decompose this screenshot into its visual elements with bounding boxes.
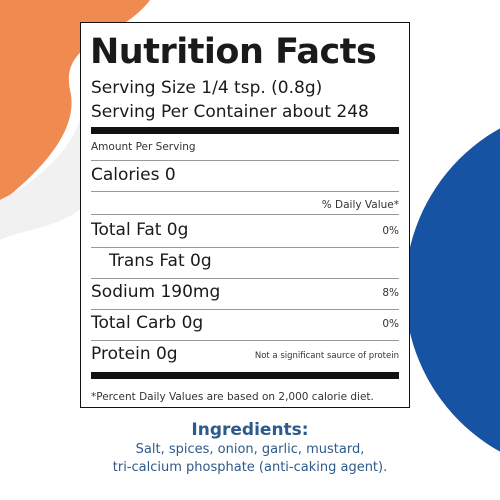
nutrient-name: Sodium 190mg xyxy=(91,282,221,302)
nutrient-name: Protein 0g xyxy=(91,344,178,364)
daily-value: 8% xyxy=(382,287,399,299)
ingredients-line: tri-calcium phosphate (anti-caking agent… xyxy=(112,460,388,475)
footnote: *Percent Daily Values are based on 2,000… xyxy=(91,391,374,403)
title: Nutrition Facts xyxy=(90,32,377,72)
nutrient-name: Total Fat 0g xyxy=(91,220,189,240)
rule xyxy=(91,214,399,215)
nutrient-name: Trans Fat 0g xyxy=(109,251,212,271)
nutrient-note: Not a significant saurce of protein xyxy=(254,351,399,361)
rule xyxy=(91,247,399,248)
ingredients-heading: Ingredients: xyxy=(191,420,309,440)
amount-per-serving: Amount Per Serving xyxy=(91,141,196,153)
daily-value: 0% xyxy=(382,318,399,330)
nutrition-label: Nutrition Facts Serving Size 1/4 tsp. (0… xyxy=(80,22,410,408)
thick-rule xyxy=(91,372,399,379)
orange-shape xyxy=(0,0,150,200)
rule xyxy=(91,191,399,192)
rule xyxy=(91,278,399,279)
thick-rule xyxy=(91,127,399,134)
nutrient-name: Total Carb 0g xyxy=(91,313,204,333)
rule xyxy=(91,309,399,310)
calories: Calories 0 xyxy=(91,165,176,185)
blue-circle xyxy=(405,128,500,452)
rule xyxy=(91,160,399,161)
daily-value: 0% xyxy=(382,225,399,237)
serving-size: Serving Size 1/4 tsp. (0.8g) xyxy=(91,78,323,98)
ingredients-line: Salt, spices, onion, garlic, mustard, xyxy=(135,442,365,457)
rule xyxy=(91,340,399,341)
daily-value-header: % Daily Value* xyxy=(321,199,399,211)
gray-shape xyxy=(0,120,80,240)
servings: Serving Per Container about 248 xyxy=(91,102,369,122)
